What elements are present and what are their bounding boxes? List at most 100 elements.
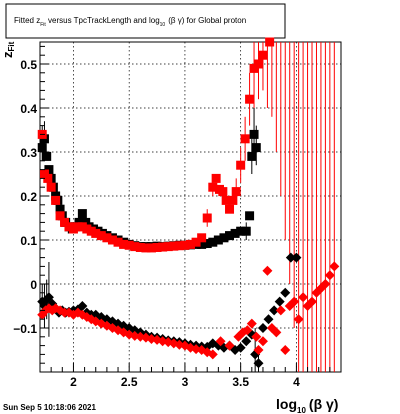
data-point-square <box>258 50 268 60</box>
data-point-square <box>254 59 264 69</box>
plot-frame <box>39 41 342 373</box>
data-point-diamond <box>257 323 268 333</box>
data-point-square <box>221 195 231 205</box>
data-point-diamond <box>269 305 280 316</box>
data-point-diamond <box>274 296 285 307</box>
data-point-square <box>55 204 65 214</box>
chart-title: Fitted zFit versus TpcTrackLength and lo… <box>14 16 246 28</box>
data-point-square <box>91 228 101 238</box>
data-point-square <box>169 241 179 251</box>
axes: 2 2.5 3 3.5 4 −0.1 0 0.1 0.2 0.3 0.4 0.5 <box>13 45 342 389</box>
data-point-diamond <box>253 358 264 369</box>
data-point-square <box>96 231 106 241</box>
data-point-square <box>163 242 173 252</box>
data-point-diamond <box>280 345 291 355</box>
data-point-diamond <box>263 314 274 325</box>
data-point-square <box>51 195 61 205</box>
data-point-square <box>247 151 257 161</box>
data-point-square <box>107 235 117 245</box>
data-point-square <box>46 182 56 192</box>
y-tick-label: 0.5 <box>20 58 37 72</box>
y-tick-label: 0.2 <box>20 190 37 204</box>
x-axis-label: log10 (β γ) <box>276 396 338 414</box>
data-point-diamond <box>250 349 261 360</box>
data-point-square <box>245 211 255 221</box>
y-tick-label: 0 <box>30 278 37 292</box>
x-tick-label: 2 <box>70 375 77 389</box>
data-point-square <box>230 228 240 238</box>
data-point-square <box>249 129 259 139</box>
data-point-square <box>241 226 251 236</box>
data-point-square <box>251 143 261 153</box>
data-point-diamond <box>324 270 335 281</box>
data-point-square <box>42 151 52 161</box>
data-point-diamond <box>291 252 302 263</box>
data-point-square <box>208 237 218 247</box>
title-box: Fitted zFit versus TpcTrackLength and lo… <box>5 3 286 39</box>
data-point-square <box>37 143 47 153</box>
data-point-square <box>141 243 151 253</box>
data-point-square <box>130 242 140 252</box>
data-point-diamond <box>280 287 291 298</box>
data-point-square <box>236 226 246 236</box>
data-point-square <box>225 204 235 214</box>
y-tick-label: 0.1 <box>20 234 37 248</box>
data-point-diamond <box>298 292 309 303</box>
timestamp-footer: Sun Sep 5 10:18:06 2021 <box>3 403 96 412</box>
markers <box>37 37 340 369</box>
grid <box>40 42 341 372</box>
data-point-square <box>77 209 87 219</box>
data-point-diamond <box>307 296 318 307</box>
data-point-square <box>245 94 255 104</box>
data-point-square <box>180 240 190 250</box>
data-point-square <box>152 242 162 252</box>
y-axis-label: zFit <box>0 41 16 58</box>
data-point-diamond <box>207 349 218 360</box>
data-point-diamond <box>241 336 252 347</box>
data-point-square <box>119 239 129 249</box>
data-point-square <box>135 242 145 252</box>
data-point-square <box>225 231 235 241</box>
data-point-square <box>174 241 184 251</box>
data-point-diamond <box>235 342 246 353</box>
y-tick-label: 0.4 <box>20 102 37 116</box>
data-point-diamond <box>251 331 262 342</box>
data-point-square <box>158 242 168 252</box>
data-point-diamond <box>242 325 253 336</box>
data-point-square <box>228 195 238 205</box>
data-point-square <box>197 233 207 243</box>
data-point-diamond <box>271 327 282 338</box>
data-point-square <box>55 211 65 221</box>
x-tick-label: 3.5 <box>232 375 249 389</box>
data-point-square <box>231 187 241 197</box>
data-point-square <box>43 173 53 183</box>
data-point-diamond <box>320 279 331 289</box>
data-point-diamond <box>246 318 257 329</box>
data-point-diamond <box>77 301 88 311</box>
x-tick-label: 3 <box>182 375 189 389</box>
data-point-diamond <box>293 314 304 325</box>
data-point-square <box>265 37 275 47</box>
data-point-square <box>202 213 212 223</box>
data-point-diamond <box>289 296 300 307</box>
data-point-diamond <box>224 340 235 351</box>
data-point-diamond <box>253 345 264 355</box>
data-point-diamond <box>329 261 340 272</box>
y-tick-label: 0.3 <box>20 146 37 160</box>
data-point-square <box>208 182 218 192</box>
data-point-square <box>186 239 195 249</box>
data-point-diamond <box>257 336 268 347</box>
data-point-square <box>240 134 250 144</box>
y-tick-label: −0.1 <box>13 322 37 336</box>
x-tick-label: 4 <box>293 375 300 389</box>
data-point-diamond <box>285 252 296 263</box>
data-point-diamond <box>262 265 273 276</box>
data-point-square <box>197 239 207 249</box>
data-point-square <box>236 160 246 170</box>
data-point-square <box>191 237 201 247</box>
data-point-square <box>102 233 112 243</box>
data-point-square <box>146 243 156 253</box>
data-point-square <box>211 173 221 183</box>
data-point-diamond <box>275 305 286 316</box>
